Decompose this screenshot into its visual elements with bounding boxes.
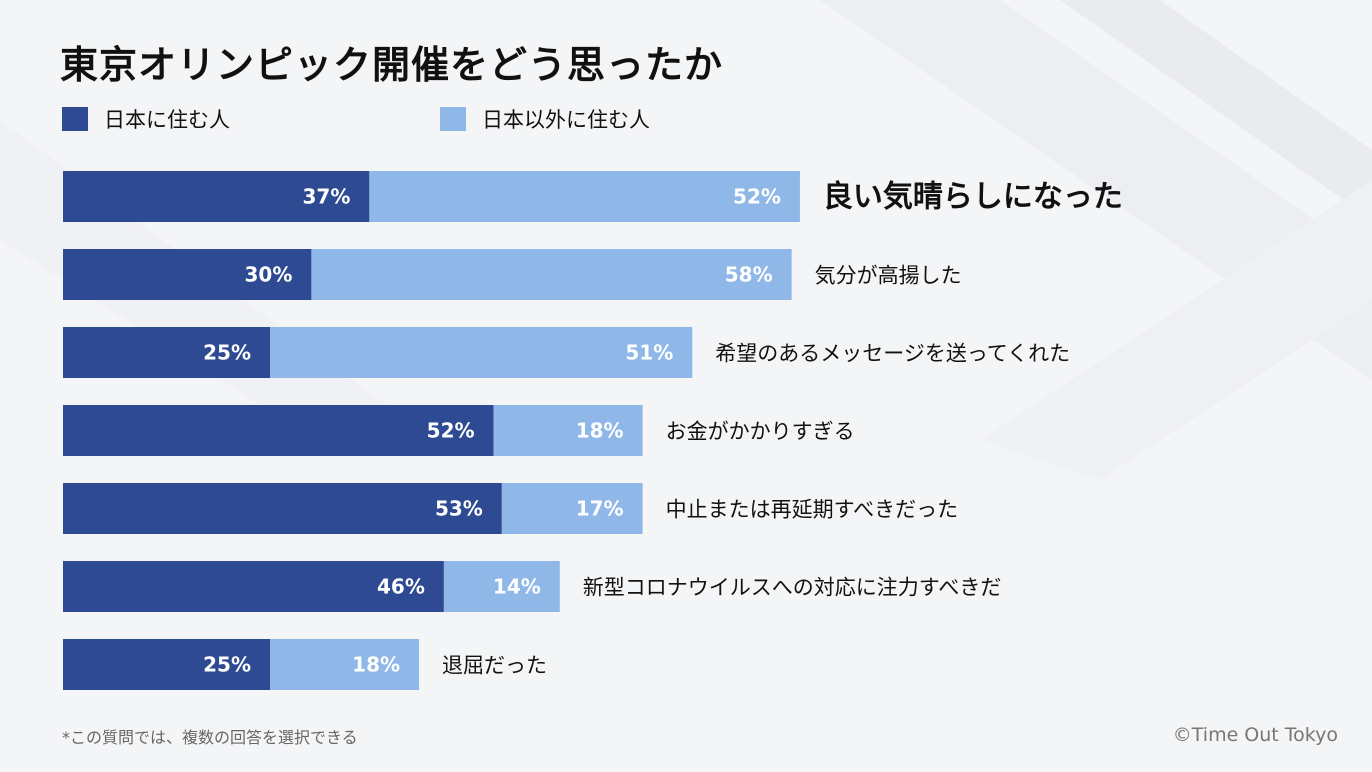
bar-japan-3 (63, 405, 494, 456)
category-label-1: 気分が高揚した (815, 264, 962, 288)
data-label-japan-5: 46% (377, 575, 425, 599)
data-label-abroad-6: 18% (352, 653, 400, 677)
bar-abroad-6 (270, 639, 420, 690)
data-label-abroad-5: 14% (493, 575, 541, 599)
data-label-japan-0: 37% (302, 185, 350, 209)
data-label-abroad-4: 17% (576, 497, 624, 521)
data-label-japan-2: 25% (203, 341, 251, 365)
data-label-abroad-2: 51% (625, 341, 673, 365)
data-label-japan-6: 25% (203, 653, 251, 677)
legend-swatch-abroad (440, 107, 466, 131)
data-label-abroad-1: 58% (725, 263, 773, 287)
data-label-abroad-3: 18% (576, 419, 624, 443)
bar-japan-6 (63, 639, 270, 690)
bar-japan-0 (63, 171, 370, 222)
legend-label-abroad: 日本以外に住む人 (482, 108, 650, 132)
bar-japan-1 (63, 249, 312, 300)
category-label-5: 新型コロナウイルスへの対応に注力すべきだ (583, 576, 1002, 600)
data-label-abroad-0: 52% (733, 185, 781, 209)
legend-item-japan: 日本に住む人 (62, 106, 230, 132)
bar-abroad-2 (270, 327, 693, 378)
chart-title: 東京オリンピック開催をどう思ったか (60, 43, 724, 87)
bar-abroad-5 (443, 561, 560, 612)
legend-label-japan: 日本に住む人 (104, 108, 230, 132)
category-label-4: 中止または再延期すべきだった (666, 498, 959, 522)
legend-swatch-japan (62, 107, 88, 131)
category-label-2: 希望のあるメッセージを送ってくれた (715, 342, 1070, 366)
data-label-japan-4: 53% (435, 497, 483, 521)
category-label-0: 良い気晴らしになった (823, 180, 1123, 215)
bar-abroad-1 (311, 249, 792, 300)
footnote: *この質問では、複数の回答を選択できる (62, 728, 358, 747)
bar-abroad-3 (493, 405, 643, 456)
bar-abroad-4 (501, 483, 643, 534)
data-label-japan-1: 30% (245, 263, 293, 287)
bar-japan-5 (63, 561, 444, 612)
data-label-japan-3: 52% (427, 419, 475, 443)
bar-abroad-0 (369, 171, 800, 222)
category-label-3: お金がかかりすぎる (666, 420, 855, 444)
category-label-6: 退屈だった (442, 654, 547, 678)
legend-item-abroad: 日本以外に住む人 (440, 106, 650, 132)
credit: ©Time Out Tokyo (1172, 724, 1338, 746)
bar-japan-4 (63, 483, 502, 534)
bar-japan-2 (63, 327, 270, 378)
